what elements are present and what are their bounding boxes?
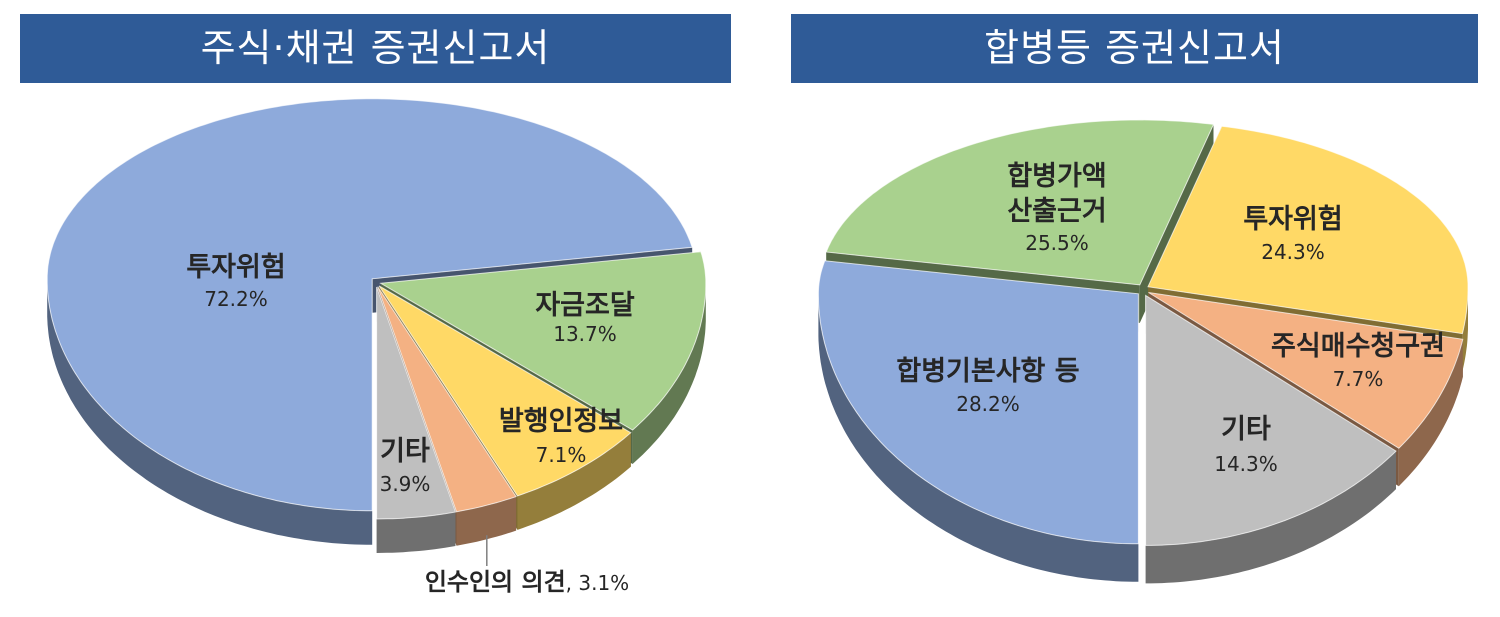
label-separator: ,: [566, 571, 579, 595]
pie-slice: [379, 251, 707, 431]
pie-slice-side: [1145, 451, 1396, 584]
slice-label: 합병기본사항 등: [896, 356, 1079, 387]
slice-label: 자금조달: [535, 290, 635, 321]
slice-value-label: 72.2%: [204, 287, 268, 311]
pie-slice: [1145, 294, 1397, 546]
chart-title: 합병등 증권신고서: [791, 14, 1478, 83]
pie-slice-side: [1398, 339, 1463, 487]
pie-slice: [825, 119, 1215, 286]
slice-label: 발행인정보: [499, 406, 623, 437]
slice-label: 투자위험: [1243, 204, 1342, 235]
slice-value-label: 14.3%: [1214, 452, 1278, 476]
pie-slice: [376, 286, 457, 520]
pie-slice-side: [1462, 286, 1468, 372]
pie-slice-side: [47, 278, 373, 545]
pie-tops: [817, 119, 1469, 546]
pie-slice-side: [818, 293, 1139, 582]
pie-slice-side: [632, 283, 706, 464]
slice-value-label: 3.9%: [380, 472, 431, 496]
slice-value-label: 25.5%: [1025, 231, 1089, 255]
slice-value-label: 28.2%: [956, 392, 1020, 416]
pie-slice: [46, 98, 693, 512]
slice-value-label: 7.7%: [1333, 367, 1384, 391]
pie-slice: [1147, 125, 1469, 335]
pie-slice: [377, 286, 517, 513]
slice-label: 투자위험: [186, 252, 285, 283]
pie-tops: [46, 98, 707, 520]
slice-label-line: 산출근거: [1007, 196, 1106, 227]
slice-label: 주식매수청구권: [1271, 331, 1445, 362]
slice-label: 인수인의 의견: [425, 568, 566, 596]
slice-value-label: 24.3%: [1261, 240, 1325, 264]
pie-slice: [378, 285, 632, 497]
pie-slice-side: [376, 512, 456, 553]
callout-label: 인수인의 의견, 3.1%: [425, 568, 629, 596]
pie-slice: [817, 260, 1139, 545]
slice-value-label: 3.1%: [578, 571, 629, 595]
chart-title: 주식·채권 증권신고서: [20, 14, 731, 83]
slice-label: 기타: [380, 436, 430, 467]
slice-label-line: 합병가액: [1007, 161, 1106, 192]
slice-value-label: 13.7%: [553, 322, 617, 346]
slice-value-label: 7.1%: [536, 443, 587, 467]
pie-slice: [1148, 292, 1464, 449]
pie-slice-side: [517, 432, 631, 530]
slice-label: 기타: [1221, 414, 1271, 445]
